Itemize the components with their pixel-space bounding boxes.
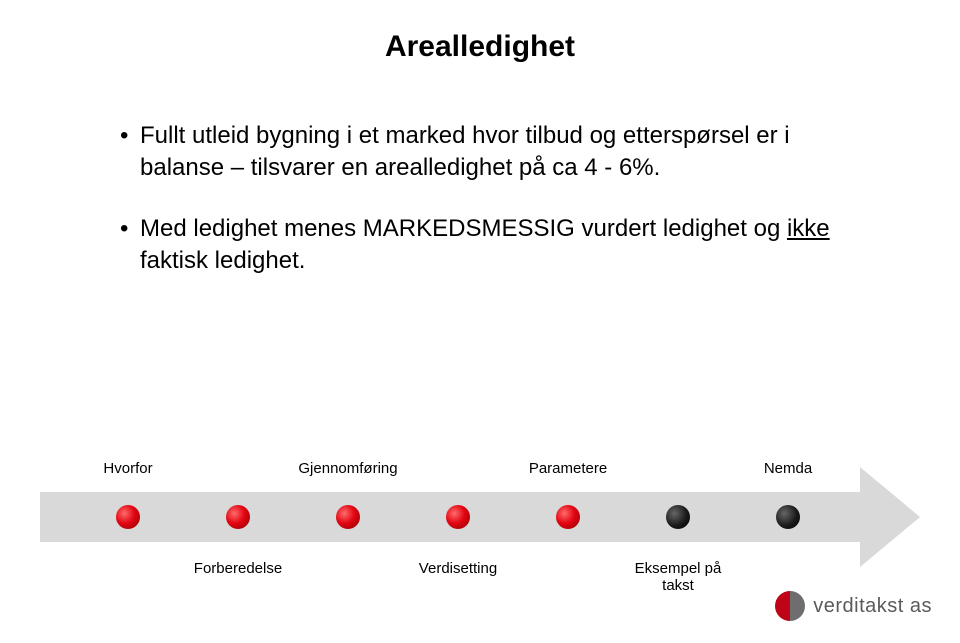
logo-text: verditakst as xyxy=(813,595,932,618)
bullet-dot: • xyxy=(120,213,140,278)
arrow-labels-top: Hvorfor Gjennomføring Parametere Nemda xyxy=(40,460,920,480)
bullet-dot: • xyxy=(120,120,140,185)
logo-left-half xyxy=(775,591,790,621)
timeline-marker xyxy=(776,505,800,529)
logo-right-half xyxy=(790,591,805,621)
timeline-label-bottom: Eksempel på takst xyxy=(635,560,722,594)
timeline-marker xyxy=(226,505,250,529)
bullet-text: Med ledighet menes MARKEDSMESSIG vurdert… xyxy=(140,213,840,278)
process-arrow: Hvorfor Gjennomføring Parametere Nemda Forb… xyxy=(40,460,920,610)
bullet-item: • Med ledighet menes MARKEDSMESSIG vurde… xyxy=(120,213,840,278)
timeline-marker xyxy=(556,505,580,529)
timeline-marker xyxy=(446,505,470,529)
slide-title: Arealledighet xyxy=(0,30,960,64)
logo-mark xyxy=(775,591,805,621)
timeline-marker xyxy=(336,505,360,529)
timeline-label-bottom: Verdisetting xyxy=(419,560,497,577)
bullet-text: Fullt utleid bygning i et marked hvor ti… xyxy=(140,120,840,185)
timeline-label-bottom: Forberedelse xyxy=(194,560,282,577)
timeline-marker xyxy=(116,505,140,529)
logo-brand: verditakst xyxy=(813,595,904,617)
timeline-label-top: Nemda xyxy=(764,460,812,477)
timeline-label-top: Parametere xyxy=(529,460,607,477)
timeline-label-top: Hvorfor xyxy=(103,460,152,477)
timeline-label-top: Gjennomføring xyxy=(298,460,397,477)
logo-suffix: as xyxy=(904,595,932,617)
arrow-head xyxy=(860,467,920,567)
brand-logo: verditakst as xyxy=(775,591,932,621)
slide: Arealledighet • Fullt utleid bygning i e… xyxy=(0,0,960,643)
timeline-marker xyxy=(666,505,690,529)
bullet-item: • Fullt utleid bygning i et marked hvor … xyxy=(120,120,840,185)
bullet-list: • Fullt utleid bygning i et marked hvor … xyxy=(120,120,840,306)
